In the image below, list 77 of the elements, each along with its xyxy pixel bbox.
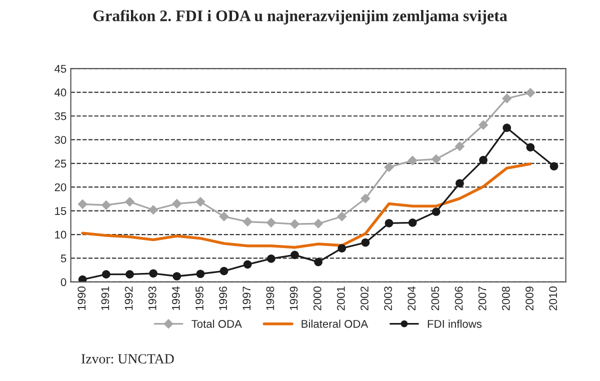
- x-tick-label: 2009: [526, 286, 534, 310]
- point: [266, 218, 276, 228]
- point: [550, 162, 558, 170]
- point: [148, 204, 158, 215]
- x-tick-label: 1991: [101, 286, 110, 310]
- x-tick-label: 2005: [431, 286, 440, 310]
- point: [408, 156, 418, 166]
- point: [478, 120, 488, 130]
- y-tick-label: 45: [54, 64, 66, 73]
- y-tick-label: 10: [55, 230, 66, 239]
- y-tick-label: 20: [54, 183, 66, 192]
- point: [172, 198, 182, 209]
- x-tick-label: 1994: [172, 286, 180, 310]
- point: [384, 218, 394, 228]
- x-tick-label: 1990: [78, 286, 86, 310]
- x-tick-label: 1998: [266, 286, 274, 310]
- point: [361, 238, 370, 247]
- point: [101, 200, 112, 210]
- x-tick-label: 1999: [290, 286, 298, 310]
- point: [219, 212, 229, 222]
- y-tick-label: 0: [60, 278, 66, 286]
- point: [336, 212, 347, 222]
- point: [196, 196, 206, 207]
- legend-label: Total ODA: [192, 320, 242, 328]
- x-tick-label: 2010: [549, 286, 557, 310]
- point: [502, 94, 512, 104]
- point: [124, 196, 135, 207]
- point: [408, 218, 417, 227]
- point: [432, 208, 440, 216]
- point: [502, 124, 512, 132]
- y-tick-label: 25: [54, 160, 66, 168]
- point: [220, 266, 228, 276]
- x-tick-label: 2004: [408, 286, 416, 310]
- point: [431, 154, 442, 164]
- point: [290, 250, 299, 260]
- point: [360, 194, 370, 204]
- y-tick-label: 15: [55, 207, 66, 215]
- point: [454, 141, 465, 152]
- x-tick-label: 1995: [196, 286, 204, 310]
- legend-label: FDI inflows: [428, 320, 482, 328]
- x-tick-label: 2006: [454, 286, 463, 310]
- point: [196, 270, 205, 278]
- x-tick-label: 1993: [148, 286, 156, 310]
- point: [526, 143, 535, 152]
- point: [243, 260, 252, 269]
- x-tick-label: 2000: [313, 286, 322, 310]
- point: [149, 269, 158, 278]
- point: [526, 88, 536, 98]
- point: [78, 199, 88, 210]
- point: [314, 258, 322, 266]
- x-tick-label: 2001: [336, 286, 345, 310]
- point: [242, 216, 252, 227]
- x-tick-label: 2008: [502, 286, 510, 310]
- point: [78, 275, 87, 282]
- point: [290, 219, 300, 230]
- y-tick-label: 30: [54, 136, 66, 144]
- point: [313, 218, 324, 229]
- point: [102, 270, 110, 279]
- y-tick-label: 5: [60, 254, 66, 262]
- x-tick-label: 1992: [124, 286, 133, 310]
- point: [172, 272, 182, 280]
- x-tick-label: 1996: [219, 286, 227, 310]
- point: [479, 156, 488, 164]
- point: [456, 179, 464, 188]
- x-tick-label: 2003: [384, 286, 392, 310]
- x-tick-label: 1997: [242, 286, 251, 310]
- point: [338, 244, 346, 252]
- point: [266, 254, 276, 263]
- y-tick-label: 35: [54, 112, 66, 120]
- x-tick-label: 2007: [478, 286, 486, 310]
- x-tick-label: 2002: [360, 286, 368, 310]
- text: Izvor: UNCTAD: [82, 354, 174, 364]
- point: [126, 270, 134, 279]
- point: [384, 162, 394, 172]
- legend-label: Bilateral ODA: [302, 320, 368, 328]
- y-tick-label: 40: [54, 88, 66, 96]
- chart-title: Grafikon 2. FDI i ODA u najnerazvijenijim zemljama svijeta: [93, 10, 508, 24]
